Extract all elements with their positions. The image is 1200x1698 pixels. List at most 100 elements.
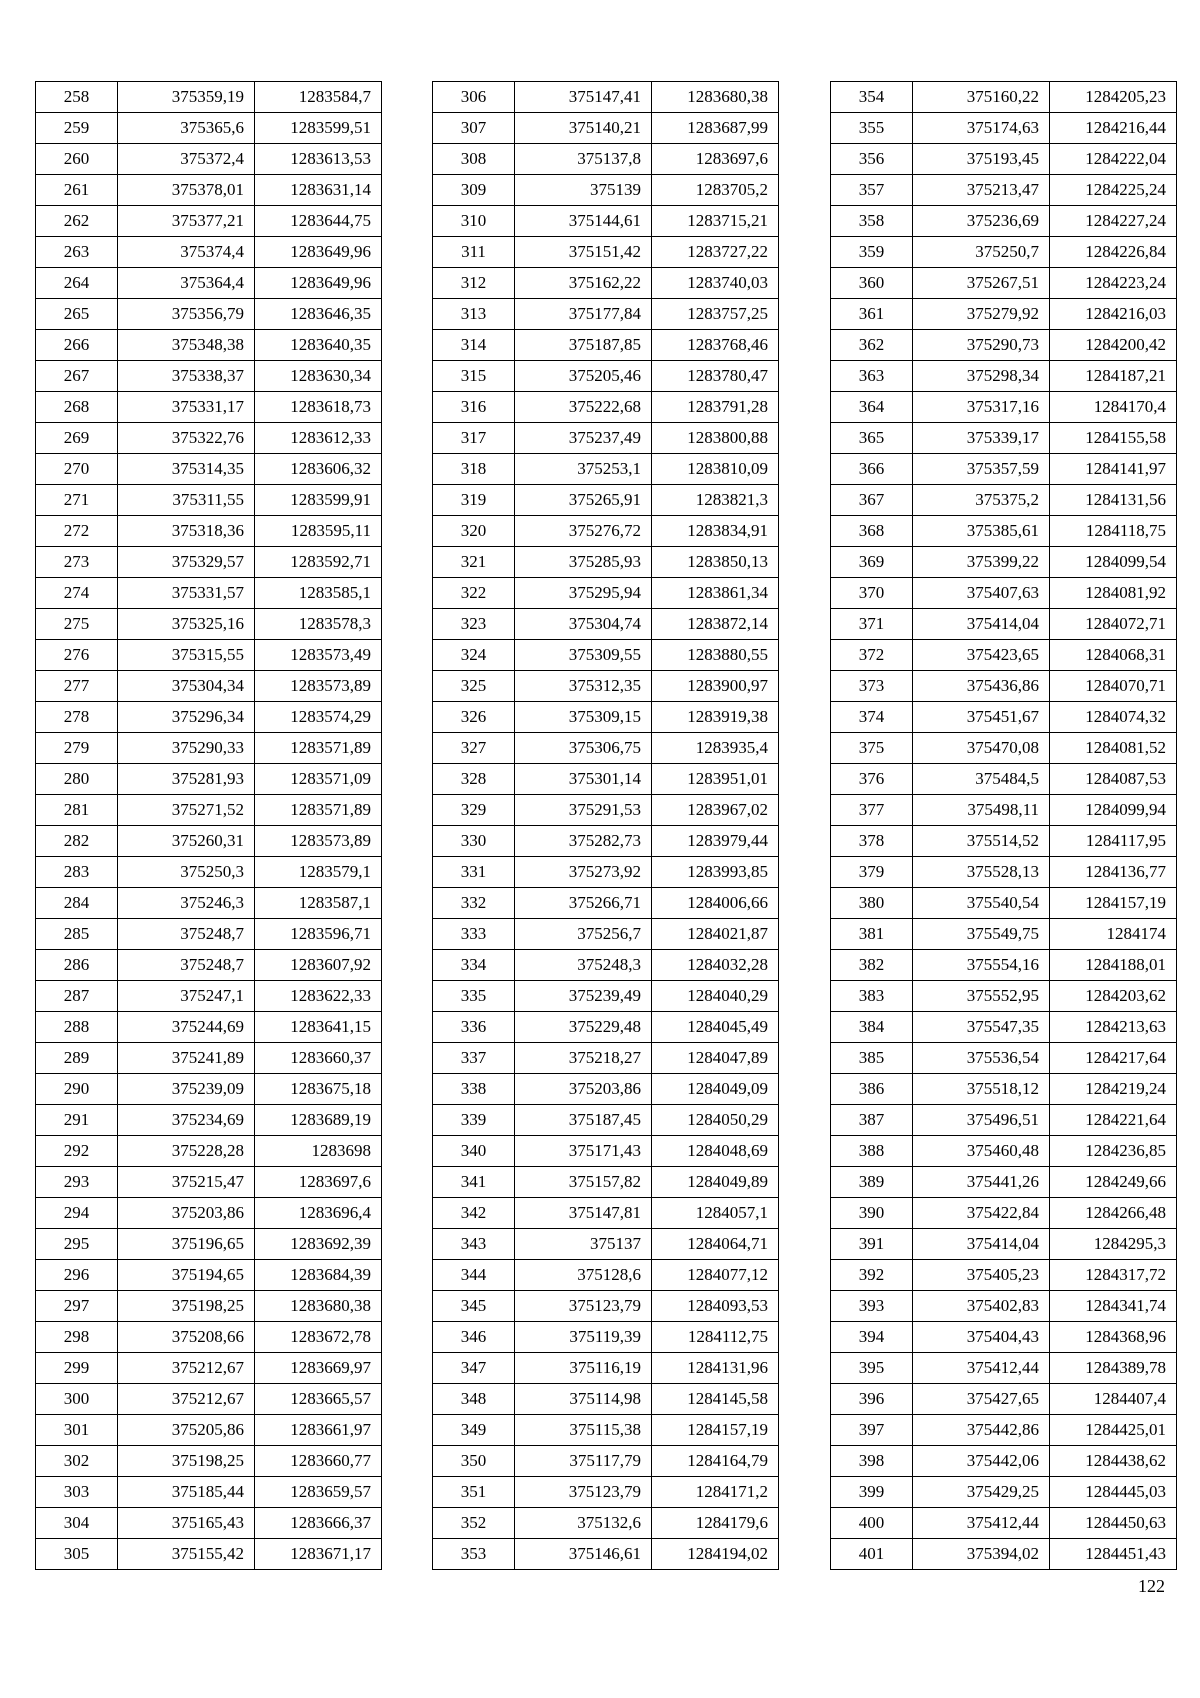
point-number-cell: 309 — [432, 174, 515, 206]
table-row: 372 375423,65 1284068,31 — [830, 639, 1177, 671]
y-coordinate-cell: 1284407,4 — [1049, 1383, 1177, 1415]
x-coordinate-cell: 375117,79 — [514, 1445, 652, 1477]
y-coordinate-cell: 1284021,87 — [651, 918, 779, 950]
table-row: 321 375285,93 1283850,13 — [432, 546, 779, 578]
y-coordinate-cell: 1284203,62 — [1049, 980, 1177, 1012]
y-coordinate-cell: 1284131,56 — [1049, 484, 1177, 516]
x-coordinate-cell: 375198,25 — [117, 1445, 255, 1477]
y-coordinate-cell: 1283687,99 — [651, 112, 779, 144]
x-coordinate-cell: 375157,82 — [514, 1166, 652, 1198]
table-row: 325 375312,35 1283900,97 — [432, 670, 779, 702]
point-number-cell: 274 — [35, 577, 118, 609]
table-row: 314 375187,85 1283768,46 — [432, 329, 779, 361]
point-number-cell: 335 — [432, 980, 515, 1012]
y-coordinate-cell: 1283696,4 — [254, 1197, 382, 1229]
point-number-cell: 272 — [35, 515, 118, 547]
point-number-cell: 288 — [35, 1011, 118, 1043]
x-coordinate-cell: 375441,26 — [912, 1166, 1050, 1198]
y-coordinate-cell: 1283951,01 — [651, 763, 779, 795]
table-row: 341 375157,82 1284049,89 — [432, 1166, 779, 1198]
x-coordinate-cell: 375139 — [514, 174, 652, 206]
point-number-cell: 360 — [830, 267, 913, 299]
x-coordinate-cell: 375405,23 — [912, 1259, 1050, 1291]
y-coordinate-cell: 1284157,19 — [1049, 887, 1177, 919]
point-number-cell: 359 — [830, 236, 913, 268]
x-coordinate-cell: 375496,51 — [912, 1104, 1050, 1136]
x-coordinate-cell: 375203,86 — [117, 1197, 255, 1229]
x-coordinate-cell: 375312,35 — [514, 670, 652, 702]
y-coordinate-cell: 1284368,96 — [1049, 1321, 1177, 1353]
y-coordinate-cell: 1284451,43 — [1049, 1538, 1177, 1570]
x-coordinate-cell: 375304,74 — [514, 608, 652, 640]
x-coordinate-cell: 375198,25 — [117, 1290, 255, 1322]
point-number-cell: 285 — [35, 918, 118, 950]
table-row: 365 375339,17 1284155,58 — [830, 422, 1177, 454]
x-coordinate-cell: 375498,11 — [912, 794, 1050, 826]
y-coordinate-cell: 1283993,85 — [651, 856, 779, 888]
x-coordinate-cell: 375174,63 — [912, 112, 1050, 144]
point-number-cell: 268 — [35, 391, 118, 423]
point-number-cell: 355 — [830, 112, 913, 144]
table-row: 291 375234,69 1283689,19 — [35, 1104, 382, 1136]
x-coordinate-cell: 375422,84 — [912, 1197, 1050, 1229]
point-number-cell: 366 — [830, 453, 913, 485]
y-coordinate-cell: 1283579,1 — [254, 856, 382, 888]
table-row: 312 375162,22 1283740,03 — [432, 267, 779, 299]
x-coordinate-cell: 375394,02 — [912, 1538, 1050, 1570]
point-number-cell: 266 — [35, 329, 118, 361]
table-row: 363 375298,34 1284187,21 — [830, 360, 1177, 392]
table-row: 394 375404,43 1284368,96 — [830, 1321, 1177, 1353]
y-coordinate-cell: 1283666,37 — [254, 1507, 382, 1539]
x-coordinate-cell: 375309,55 — [514, 639, 652, 671]
table-row: 293 375215,47 1283697,6 — [35, 1166, 382, 1198]
point-number-cell: 265 — [35, 298, 118, 330]
table-row: 369 375399,22 1284099,54 — [830, 546, 1177, 578]
x-coordinate-cell: 375236,69 — [912, 205, 1050, 237]
point-number-cell: 325 — [432, 670, 515, 702]
y-coordinate-cell: 1284057,1 — [651, 1197, 779, 1229]
y-coordinate-cell: 1283671,17 — [254, 1538, 382, 1570]
y-coordinate-cell: 1284249,66 — [1049, 1166, 1177, 1198]
table-row: 308 375137,8 1283697,6 — [432, 143, 779, 175]
point-number-cell: 259 — [35, 112, 118, 144]
point-number-cell: 357 — [830, 174, 913, 206]
y-coordinate-cell: 1284131,96 — [651, 1352, 779, 1384]
table-row: 342 375147,81 1284057,1 — [432, 1197, 779, 1229]
point-number-cell: 307 — [432, 112, 515, 144]
point-number-cell: 293 — [35, 1166, 118, 1198]
point-number-cell: 283 — [35, 856, 118, 888]
x-coordinate-cell: 375427,65 — [912, 1383, 1050, 1415]
y-coordinate-cell: 1283592,71 — [254, 546, 382, 578]
table-row: 353 375146,61 1284194,02 — [432, 1538, 779, 1570]
y-coordinate-cell: 1283780,47 — [651, 360, 779, 392]
x-coordinate-cell: 375144,61 — [514, 205, 652, 237]
point-number-cell: 330 — [432, 825, 515, 857]
table-row: 284 375246,3 1283587,1 — [35, 887, 382, 919]
y-coordinate-cell: 1283606,32 — [254, 453, 382, 485]
table-row: 362 375290,73 1284200,42 — [830, 329, 1177, 361]
y-coordinate-cell: 1283861,34 — [651, 577, 779, 609]
y-coordinate-cell: 1284093,53 — [651, 1290, 779, 1322]
point-number-cell: 321 — [432, 546, 515, 578]
x-coordinate-cell: 375155,42 — [117, 1538, 255, 1570]
y-coordinate-cell: 1284438,62 — [1049, 1445, 1177, 1477]
y-coordinate-cell: 1284072,71 — [1049, 608, 1177, 640]
point-number-cell: 273 — [35, 546, 118, 578]
table-row: 399 375429,25 1284445,03 — [830, 1476, 1177, 1508]
x-coordinate-cell: 375253,1 — [514, 453, 652, 485]
table-row: 260 375372,4 1283613,53 — [35, 143, 382, 175]
x-coordinate-cell: 375375,2 — [912, 484, 1050, 516]
table-row: 383 375552,95 1284203,62 — [830, 980, 1177, 1012]
y-coordinate-cell: 1283618,73 — [254, 391, 382, 423]
point-number-cell: 314 — [432, 329, 515, 361]
y-coordinate-cell: 1283640,35 — [254, 329, 382, 361]
x-coordinate-cell: 375295,94 — [514, 577, 652, 609]
y-coordinate-cell: 1283578,3 — [254, 608, 382, 640]
x-coordinate-cell: 375228,28 — [117, 1135, 255, 1167]
table-row: 387 375496,51 1284221,64 — [830, 1104, 1177, 1136]
y-coordinate-cell: 1284222,04 — [1049, 143, 1177, 175]
table-row: 282 375260,31 1283573,89 — [35, 825, 382, 857]
point-number-cell: 312 — [432, 267, 515, 299]
table-row: 267 375338,37 1283630,34 — [35, 360, 382, 392]
table-row: 398 375442,06 1284438,62 — [830, 1445, 1177, 1477]
